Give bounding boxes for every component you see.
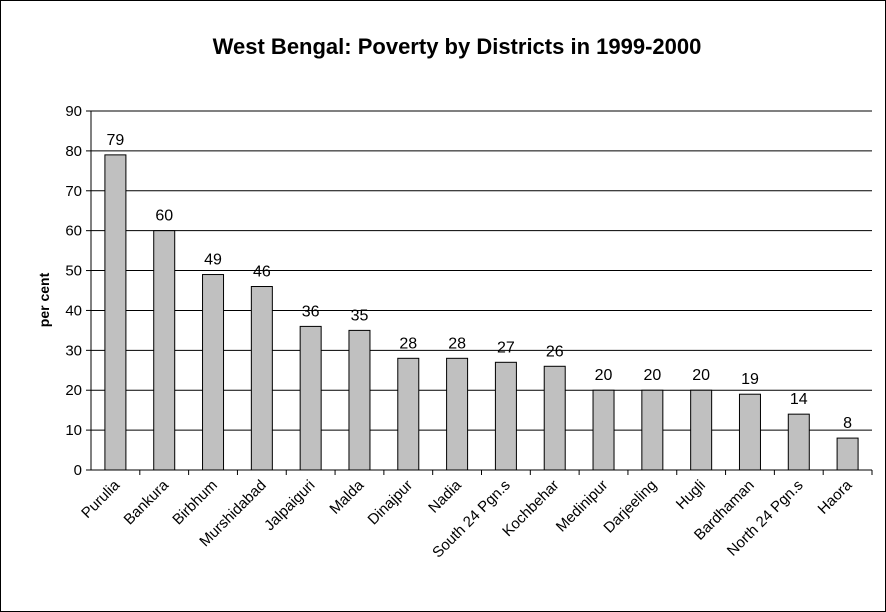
x-tick-label: Dinajpur [365,477,417,529]
data-labels: 79 60 49 46 36 35 28 28 27 26 20 20 20 19 14 8 [107,132,853,432]
x-tick-label: Jalpaiguri [261,477,318,534]
y-tick-label: 60 [65,223,82,240]
bar [104,154,127,471]
bar [202,274,225,471]
x-tick-label: Bankura [121,476,173,528]
y-tick-label: 80 [65,143,82,160]
bar [446,357,469,471]
y-tick-label: 70 [65,183,82,200]
x-tick-label: Haora [815,476,856,517]
bar [250,286,273,471]
data-label: 28 [448,335,466,352]
bar [299,325,322,471]
bar [494,361,517,471]
bar [397,357,420,471]
y-tick-labels: 0 10 20 30 40 50 60 70 80 90 [65,103,82,479]
y-tick-label: 30 [65,342,82,359]
bars [104,154,859,471]
bar [690,389,713,471]
bar [836,437,859,471]
data-label: 20 [692,367,710,384]
data-label: 8 [843,415,852,432]
axes [86,110,873,475]
data-label: 28 [399,335,417,352]
x-tick-label: Purulia [78,476,124,522]
data-label: 26 [546,343,564,360]
data-label: 19 [741,371,759,388]
data-label: 49 [204,252,222,269]
data-label: 14 [790,391,808,408]
y-tick-label: 0 [74,462,82,479]
x-tick-label: Hugli [673,477,709,513]
bar [153,230,176,471]
data-label: 36 [302,303,320,320]
chart-title: West Bengal: Poverty by Districts in 199… [213,34,702,59]
bar [787,413,810,471]
y-tick-label: 90 [65,103,82,120]
y-tick-label: 50 [65,263,82,280]
bar [543,365,566,471]
bar [641,389,664,471]
y-tick-label: 20 [65,382,82,399]
y-axis-label: per cent [36,272,52,327]
data-label: 27 [497,339,515,356]
x-tick-label: Malda [326,476,367,517]
data-label: 46 [253,264,271,281]
data-label: 20 [643,367,661,384]
x-tick-labels: PuruliaBankuraBirbhumMurshidabadJalpaigu… [78,476,856,561]
data-label: 35 [351,307,369,324]
x-tick-label: Darjeeling [600,477,660,537]
y-tick-label: 10 [65,422,82,439]
data-label: 60 [155,208,173,225]
data-label: 20 [595,367,613,384]
bar [592,389,615,471]
y-tick-label: 40 [65,302,82,319]
x-tick-label: Nadia [425,476,465,516]
bar [348,329,371,471]
bar [738,393,761,471]
data-label: 79 [107,132,125,149]
